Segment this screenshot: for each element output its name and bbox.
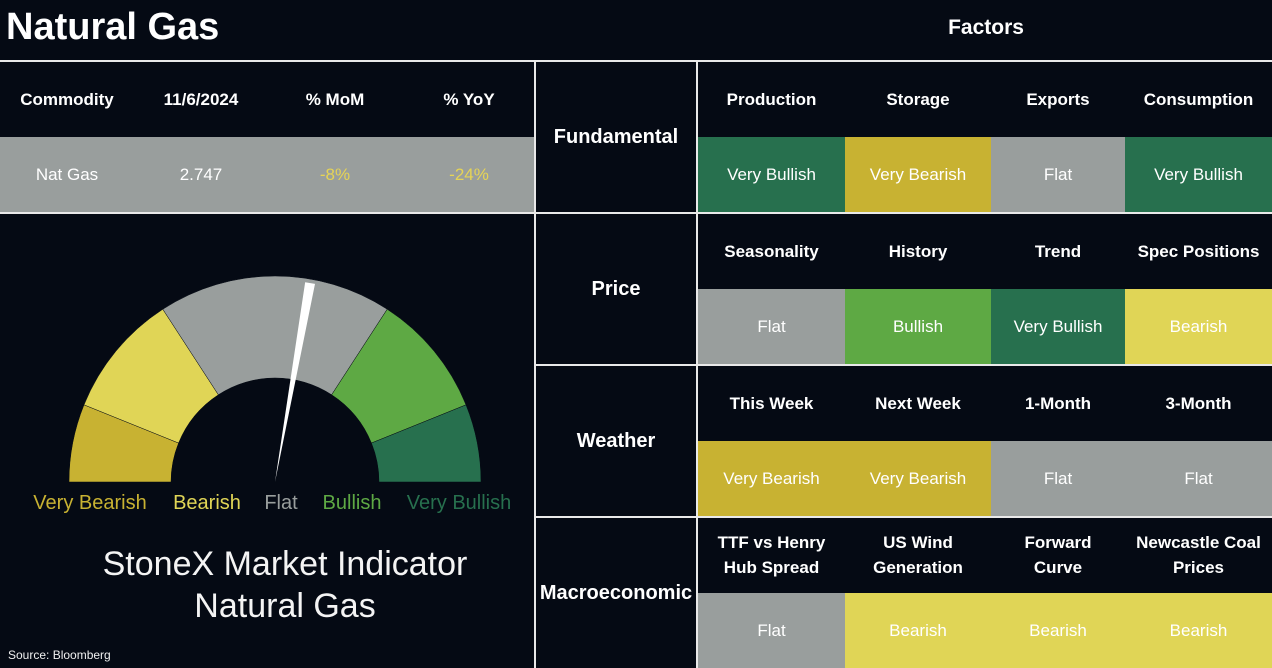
factor-rating: Very Bearish: [845, 441, 991, 516]
factor-rating: Very Bullish: [991, 289, 1125, 364]
source-note: Source: Bloomberg: [8, 648, 111, 662]
legend-very-bearish: Very Bearish: [33, 491, 147, 514]
divider: [536, 212, 1272, 214]
factor-label: This Week: [729, 393, 814, 413]
legend-flat: Flat: [264, 491, 298, 514]
factor-rating: Very Bearish: [845, 137, 991, 212]
factor-rating: Bearish: [845, 593, 991, 668]
divider: [536, 60, 1272, 62]
factor-label: Next Week: [875, 393, 961, 413]
commodity-price: 2.747: [179, 164, 223, 184]
factor-label: 3-Month: [1165, 393, 1232, 413]
factor-rating: Bullish: [845, 289, 991, 364]
category-price: Price: [591, 277, 641, 300]
factor-label: 1-Month: [1024, 393, 1092, 413]
factor-rating: Bearish: [1125, 289, 1272, 364]
factor-label: Exports: [1026, 89, 1090, 109]
header-date: 11/6/2024: [163, 89, 239, 109]
factor-rating: Flat: [991, 137, 1125, 212]
factor-label: Spec Positions: [1137, 241, 1260, 261]
divider: [0, 60, 536, 62]
factor-rating: Flat: [698, 593, 845, 668]
page-title: Natural Gas: [6, 6, 220, 48]
factor-label: History: [888, 241, 948, 261]
category-macroeconomic: Macroeconomic: [539, 581, 693, 604]
header-yoy: % YoY: [443, 89, 495, 109]
indicator-caption: StoneX Market Indicator Natural Gas: [0, 543, 570, 627]
factor-label: Production: [726, 89, 817, 109]
factor-rating: Bearish: [991, 593, 1125, 668]
commodity-name: Nat Gas: [35, 164, 99, 184]
divider: [0, 212, 536, 214]
market-gauge: [68, 275, 482, 483]
factor-label: Forward Curve: [1024, 533, 1092, 577]
commodity-mom: -8%: [319, 164, 351, 184]
factor-label: Consumption: [1143, 89, 1254, 109]
factor-rating: Bearish: [1125, 593, 1272, 668]
factors-title: Factors: [948, 16, 1024, 39]
factor-label: Storage: [886, 89, 950, 109]
gauge-segment-very-bullish: [371, 404, 482, 483]
header-mom: % MoM: [305, 89, 365, 109]
gauge-segment-flat: [162, 275, 388, 396]
divider: [536, 516, 1272, 518]
legend-very-bullish: Very Bullish: [406, 491, 512, 514]
commodity-yoy: -24%: [449, 164, 489, 184]
category-fundamental: Fundamental: [553, 125, 679, 148]
divider: [536, 364, 1272, 366]
category-weather: Weather: [576, 429, 656, 452]
factor-label: Seasonality: [724, 241, 819, 261]
commodity-row: Nat Gas 2.747 -8% -24%: [0, 137, 536, 212]
factor-label: Trend: [1034, 241, 1082, 261]
factor-rating: Flat: [1125, 441, 1272, 516]
factor-rating: Very Bullish: [698, 137, 845, 212]
header-commodity: Commodity: [20, 89, 114, 109]
factor-label: TTF vs Henry Hub Spread: [717, 533, 826, 577]
indicator-caption-line1: StoneX Market Indicator: [102, 545, 468, 583]
gauge-needle: [275, 282, 316, 482]
factor-rating: Very Bullish: [1125, 137, 1272, 212]
legend-bullish: Bullish: [322, 491, 382, 514]
factor-label: Newcastle Coal Prices: [1136, 533, 1261, 577]
divider: [534, 60, 536, 668]
factor-rating: Flat: [991, 441, 1125, 516]
indicator-caption-line2: Natural Gas: [194, 587, 376, 625]
legend-bearish: Bearish: [173, 491, 241, 514]
factor-rating: Flat: [698, 289, 845, 364]
factor-label: US Wind Generation: [873, 533, 963, 577]
factor-rating: Very Bearish: [698, 441, 845, 516]
